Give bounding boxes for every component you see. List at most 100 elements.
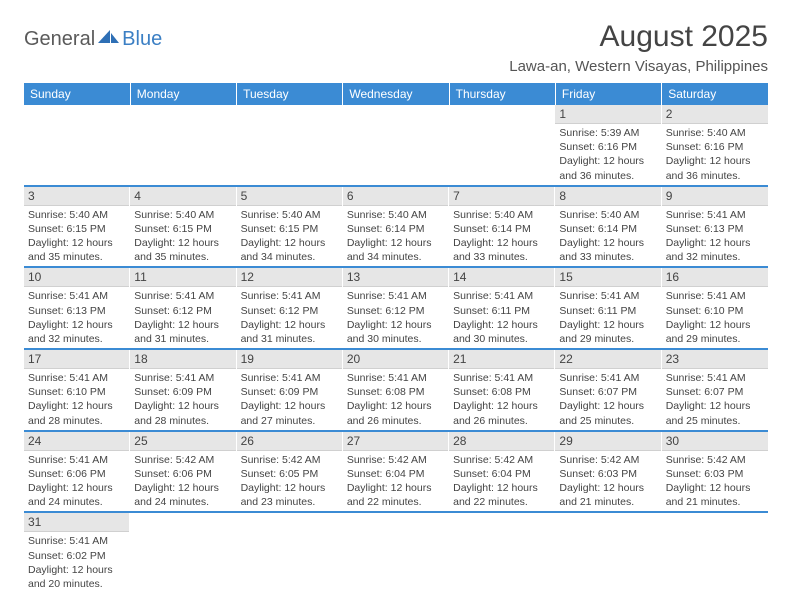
day-cell: 2Sunrise: 5:40 AMSunset: 6:16 PMDaylight… [662, 105, 768, 185]
day-cell: 16Sunrise: 5:41 AMSunset: 6:10 PMDayligh… [662, 268, 768, 348]
day-header: Sunday [24, 83, 130, 105]
day-number: 14 [449, 268, 554, 287]
day-cell: 12Sunrise: 5:41 AMSunset: 6:12 PMDayligh… [237, 268, 343, 348]
day-number: 17 [24, 350, 129, 369]
calendar-cell [130, 105, 236, 185]
day-cell: 4Sunrise: 5:40 AMSunset: 6:15 PMDaylight… [130, 187, 236, 267]
day-info: Sunrise: 5:42 AMSunset: 6:04 PMDaylight:… [449, 451, 554, 512]
calendar-cell: 30Sunrise: 5:42 AMSunset: 6:03 PMDayligh… [662, 432, 768, 512]
day-number: 24 [24, 432, 129, 451]
day-info: Sunrise: 5:41 AMSunset: 6:08 PMDaylight:… [343, 369, 448, 430]
day-info: Sunrise: 5:41 AMSunset: 6:08 PMDaylight:… [449, 369, 554, 430]
page-title: August 2025 [509, 20, 768, 54]
brand-name-1: General [24, 28, 95, 51]
day-number: 20 [343, 350, 448, 369]
day-number: 21 [449, 350, 554, 369]
calendar-cell: 29Sunrise: 5:42 AMSunset: 6:03 PMDayligh… [555, 432, 661, 512]
day-info: Sunrise: 5:41 AMSunset: 6:07 PMDaylight:… [555, 369, 660, 430]
day-info: Sunrise: 5:42 AMSunset: 6:04 PMDaylight:… [343, 451, 448, 512]
day-cell: 27Sunrise: 5:42 AMSunset: 6:04 PMDayligh… [343, 432, 449, 512]
day-info: Sunrise: 5:40 AMSunset: 6:15 PMDaylight:… [24, 206, 129, 267]
day-cell: 8Sunrise: 5:40 AMSunset: 6:14 PMDaylight… [555, 187, 661, 267]
day-number: 22 [555, 350, 660, 369]
empty-cell [449, 105, 555, 185]
day-cell: 3Sunrise: 5:40 AMSunset: 6:15 PMDaylight… [24, 187, 130, 267]
calendar-cell: 25Sunrise: 5:42 AMSunset: 6:06 PMDayligh… [130, 432, 236, 512]
calendar-cell [555, 513, 661, 593]
day-cell: 15Sunrise: 5:41 AMSunset: 6:11 PMDayligh… [555, 268, 661, 348]
calendar-cell [343, 513, 449, 593]
calendar-cell: 1Sunrise: 5:39 AMSunset: 6:16 PMDaylight… [555, 105, 661, 185]
day-cell: 17Sunrise: 5:41 AMSunset: 6:10 PMDayligh… [24, 350, 130, 430]
brand-logo: General Blue [24, 20, 162, 51]
calendar-cell: 8Sunrise: 5:40 AMSunset: 6:14 PMDaylight… [555, 187, 661, 267]
day-number: 31 [24, 513, 129, 532]
day-cell: 25Sunrise: 5:42 AMSunset: 6:06 PMDayligh… [130, 432, 236, 512]
day-number: 3 [24, 187, 129, 206]
sail-icon [98, 30, 120, 44]
brand-name-2: Blue [122, 28, 162, 51]
day-number: 2 [662, 105, 768, 124]
empty-cell [343, 513, 449, 593]
day-info: Sunrise: 5:41 AMSunset: 6:11 PMDaylight:… [449, 287, 554, 348]
calendar-cell: 28Sunrise: 5:42 AMSunset: 6:04 PMDayligh… [449, 432, 555, 512]
day-number: 8 [555, 187, 660, 206]
day-info: Sunrise: 5:41 AMSunset: 6:02 PMDaylight:… [24, 532, 129, 593]
day-number: 13 [343, 268, 448, 287]
empty-cell [130, 513, 236, 593]
day-number: 12 [237, 268, 342, 287]
day-number: 25 [130, 432, 235, 451]
calendar-cell: 9Sunrise: 5:41 AMSunset: 6:13 PMDaylight… [662, 187, 768, 267]
day-cell: 9Sunrise: 5:41 AMSunset: 6:13 PMDaylight… [662, 187, 768, 267]
day-info: Sunrise: 5:41 AMSunset: 6:09 PMDaylight:… [237, 369, 342, 430]
day-number: 4 [130, 187, 235, 206]
day-cell: 20Sunrise: 5:41 AMSunset: 6:08 PMDayligh… [343, 350, 449, 430]
day-number: 23 [662, 350, 768, 369]
day-info: Sunrise: 5:41 AMSunset: 6:06 PMDaylight:… [24, 451, 129, 512]
day-cell: 23Sunrise: 5:41 AMSunset: 6:07 PMDayligh… [662, 350, 768, 430]
day-info: Sunrise: 5:42 AMSunset: 6:03 PMDaylight:… [555, 451, 660, 512]
day-info: Sunrise: 5:40 AMSunset: 6:14 PMDaylight:… [449, 206, 554, 267]
day-info: Sunrise: 5:41 AMSunset: 6:07 PMDaylight:… [662, 369, 768, 430]
empty-cell [130, 105, 236, 185]
day-number: 27 [343, 432, 448, 451]
calendar-cell: 6Sunrise: 5:40 AMSunset: 6:14 PMDaylight… [343, 187, 449, 267]
day-info: Sunrise: 5:40 AMSunset: 6:16 PMDaylight:… [662, 124, 768, 185]
day-cell: 31Sunrise: 5:41 AMSunset: 6:02 PMDayligh… [24, 513, 130, 593]
day-cell: 21Sunrise: 5:41 AMSunset: 6:08 PMDayligh… [449, 350, 555, 430]
calendar-week-row: 24Sunrise: 5:41 AMSunset: 6:06 PMDayligh… [24, 432, 768, 512]
day-number: 10 [24, 268, 129, 287]
day-number: 30 [662, 432, 768, 451]
day-cell: 5Sunrise: 5:40 AMSunset: 6:15 PMDaylight… [237, 187, 343, 267]
day-info: Sunrise: 5:41 AMSunset: 6:13 PMDaylight:… [24, 287, 129, 348]
calendar-cell [24, 105, 130, 185]
day-cell: 24Sunrise: 5:41 AMSunset: 6:06 PMDayligh… [24, 432, 130, 512]
calendar-week-row: 3Sunrise: 5:40 AMSunset: 6:15 PMDaylight… [24, 187, 768, 267]
day-number: 28 [449, 432, 554, 451]
day-number: 18 [130, 350, 235, 369]
empty-cell [24, 105, 130, 185]
calendar-cell: 21Sunrise: 5:41 AMSunset: 6:08 PMDayligh… [449, 350, 555, 430]
day-info: Sunrise: 5:40 AMSunset: 6:14 PMDaylight:… [555, 206, 660, 267]
day-header: Friday [555, 83, 661, 105]
calendar-table: SundayMondayTuesdayWednesdayThursdayFrid… [24, 83, 768, 593]
day-header: Saturday [662, 83, 768, 105]
day-info: Sunrise: 5:42 AMSunset: 6:06 PMDaylight:… [130, 451, 235, 512]
calendar-cell: 20Sunrise: 5:41 AMSunset: 6:08 PMDayligh… [343, 350, 449, 430]
calendar-week-row: 17Sunrise: 5:41 AMSunset: 6:10 PMDayligh… [24, 350, 768, 430]
calendar-cell [662, 513, 768, 593]
day-header: Tuesday [237, 83, 343, 105]
empty-cell [555, 513, 661, 593]
empty-cell [343, 105, 449, 185]
calendar-cell: 19Sunrise: 5:41 AMSunset: 6:09 PMDayligh… [237, 350, 343, 430]
calendar-week-row: 1Sunrise: 5:39 AMSunset: 6:16 PMDaylight… [24, 105, 768, 185]
day-cell: 22Sunrise: 5:41 AMSunset: 6:07 PMDayligh… [555, 350, 661, 430]
day-cell: 1Sunrise: 5:39 AMSunset: 6:16 PMDaylight… [555, 105, 661, 185]
day-info: Sunrise: 5:42 AMSunset: 6:03 PMDaylight:… [662, 451, 768, 512]
header: General Blue August 2025 Lawa-an, Wester… [24, 20, 768, 75]
day-number: 19 [237, 350, 342, 369]
day-number: 15 [555, 268, 660, 287]
day-cell: 6Sunrise: 5:40 AMSunset: 6:14 PMDaylight… [343, 187, 449, 267]
day-number: 26 [237, 432, 342, 451]
day-cell: 14Sunrise: 5:41 AMSunset: 6:11 PMDayligh… [449, 268, 555, 348]
